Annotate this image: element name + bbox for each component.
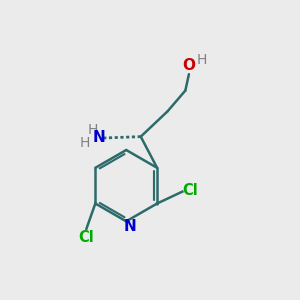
Text: O: O: [182, 58, 195, 74]
Text: N: N: [92, 130, 105, 145]
Text: Cl: Cl: [79, 230, 94, 244]
Text: H: H: [196, 53, 207, 67]
Text: H: H: [80, 136, 90, 151]
Text: N: N: [123, 219, 136, 234]
Text: H: H: [87, 123, 98, 137]
Text: Cl: Cl: [182, 183, 198, 198]
